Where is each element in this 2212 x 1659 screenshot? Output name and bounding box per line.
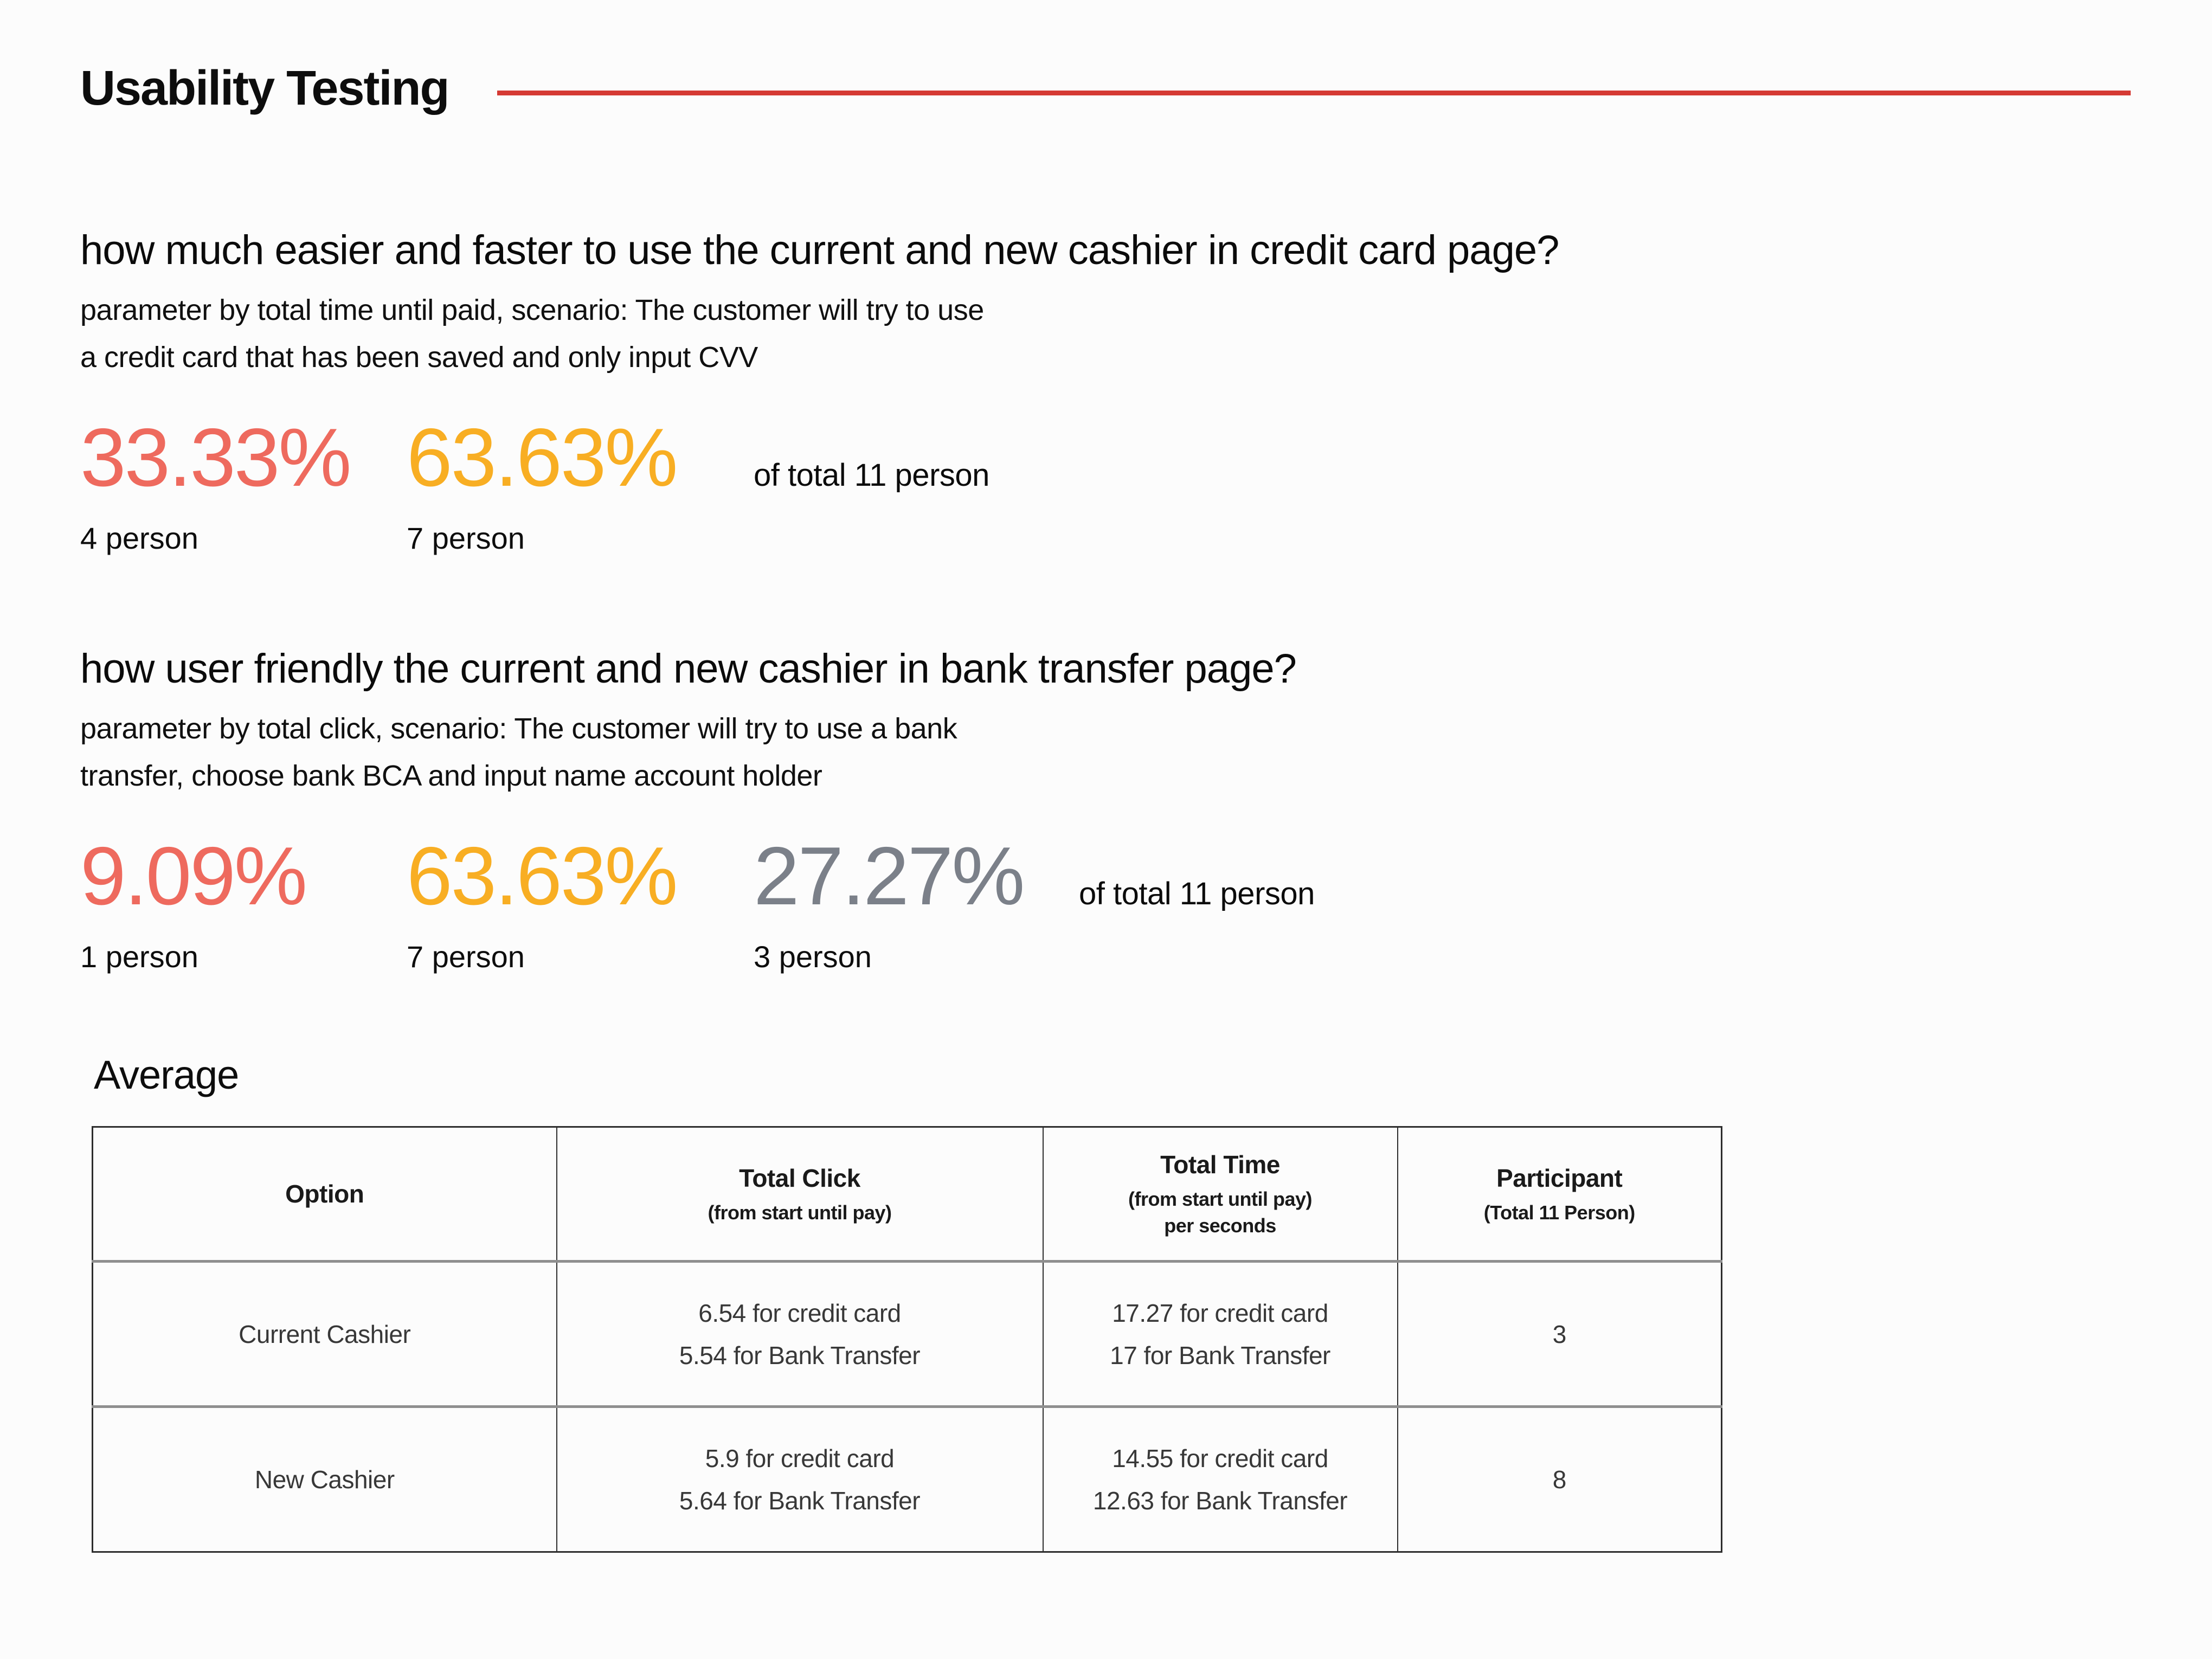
total-note: of total 11 person (1079, 876, 1315, 911)
cell-participant: 8 (1397, 1406, 1722, 1552)
cell-text: 5.64 for Bank Transfer (679, 1487, 921, 1515)
cell-text: 8 (1552, 1465, 1567, 1494)
stat-label: 7 person (407, 520, 525, 555)
column-subtitle: per seconds (1164, 1214, 1276, 1237)
column-title: Option (285, 1180, 364, 1208)
page-title: Usability Testing (80, 61, 449, 115)
stats-row: 33.33% 4 person 63.63% 7 person of total… (80, 416, 1559, 556)
slide-header: Usability Testing (80, 61, 2131, 117)
stat-label: 4 person (80, 520, 198, 555)
cell-text: 3 (1552, 1320, 1567, 1348)
average-section: Average Option Total Click (from start u… (92, 1052, 1722, 1553)
note-line: transfer, choose bank BCA and input name… (80, 760, 822, 793)
cell-text: 14.55 for credit card (1112, 1444, 1328, 1472)
average-heading: Average (94, 1052, 239, 1097)
column-subtitle: (from start until pay) (1128, 1188, 1313, 1210)
cell-total-click: 6.54 for credit card 5.54 for Bank Trans… (556, 1261, 1044, 1408)
column-header-total-click: Total Click (from start until pay) (556, 1127, 1044, 1263)
stats-row: 9.09% 1 person 63.63% 7 person 27.27% 3 … (80, 835, 1315, 974)
cell-text: 12.63 for Bank Transfer (1092, 1487, 1348, 1515)
question-heading: how user friendly the current and new ca… (80, 646, 1297, 692)
stat-percent: 27.27% (754, 829, 1025, 922)
cell-text: 17 for Bank Transfer (1110, 1341, 1330, 1369)
cell-total-time: 17.27 for credit card 17 for Bank Transf… (1042, 1261, 1398, 1408)
column-header-participant: Participant (Total 11 Person) (1397, 1127, 1722, 1263)
column-header-total-time: Total Time (from start until pay) per se… (1042, 1127, 1398, 1263)
cell-participant: 3 (1397, 1261, 1722, 1408)
cell-text: 5.54 for Bank Transfer (679, 1341, 921, 1369)
cell-option: New Cashier (92, 1406, 557, 1552)
stat-label: 1 person (80, 939, 198, 974)
stat-block: 27.27% 3 person (754, 835, 1079, 974)
question-notes: parameter by total time until paid, scen… (80, 287, 1559, 382)
column-subtitle: (from start until pay) (708, 1201, 892, 1224)
cell-text: 17.27 for credit card (1112, 1298, 1328, 1327)
cell-text: 5.9 for credit card (705, 1444, 895, 1472)
column-title: Total Time (1160, 1150, 1280, 1179)
note-line: parameter by total time until paid, scen… (80, 294, 984, 326)
note-line: a credit card that has been saved and on… (80, 341, 758, 374)
cell-option: Current Cashier (92, 1261, 557, 1408)
question-notes: parameter by total click, scenario: The … (80, 705, 1315, 800)
cell-total-click: 5.9 for credit card 5.64 for Bank Transf… (556, 1406, 1044, 1552)
title-underline-rule (497, 91, 2131, 95)
table-header-row: Option Total Click (from start until pay… (92, 1127, 1722, 1263)
cell-text: New Cashier (254, 1465, 395, 1494)
total-note: of total 11 person (754, 457, 989, 493)
cell-text: Current Cashier (239, 1320, 411, 1348)
question-heading: how much easier and faster to use the cu… (80, 227, 1559, 273)
column-subtitle: (Total 11 Person) (1483, 1201, 1635, 1224)
stat-block: 9.09% 1 person (80, 835, 407, 974)
column-header-option: Option (92, 1127, 557, 1263)
stat-percent: 63.63% (407, 829, 678, 922)
section-credit-card: how much easier and faster to use the cu… (80, 227, 1559, 556)
cell-text: 6.54 for credit card (698, 1298, 901, 1327)
stat-block: 63.63% 7 person (407, 835, 754, 974)
stat-label: 7 person (407, 939, 525, 974)
section-bank-transfer: how user friendly the current and new ca… (80, 645, 1315, 974)
average-results-table: Option Total Click (from start until pay… (92, 1126, 1722, 1553)
stat-block: 33.33% 4 person (80, 416, 407, 556)
table-row-current-cashier: Current Cashier 6.54 for credit card 5.5… (92, 1261, 1722, 1408)
cell-total-time: 14.55 for credit card 12.63 for Bank Tra… (1042, 1406, 1398, 1552)
stat-percent: 63.63% (407, 411, 678, 504)
note-line: parameter by total click, scenario: The … (80, 712, 957, 745)
table-row-new-cashier: New Cashier 5.9 for credit card 5.64 for… (92, 1406, 1722, 1552)
stat-percent: 33.33% (80, 411, 352, 504)
column-title: Participant (1496, 1163, 1623, 1192)
stat-percent: 9.09% (80, 829, 307, 922)
stat-block: 63.63% 7 person (407, 416, 754, 556)
stat-label: 3 person (754, 939, 872, 974)
column-title: Total Click (739, 1163, 860, 1192)
